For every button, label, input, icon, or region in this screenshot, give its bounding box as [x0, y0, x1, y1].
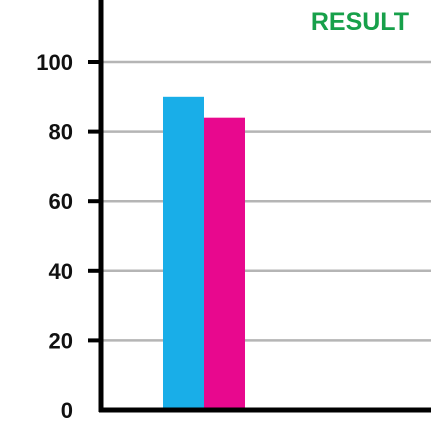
y-tick-label: 0: [61, 398, 73, 423]
y-tick-label: 60: [49, 189, 73, 214]
y-axis-ticks: 0 20 40 60 80 100: [36, 50, 101, 423]
y-tick-label: 20: [49, 328, 73, 353]
bar-series-2: [204, 117, 245, 411]
y-tick-label: 100: [36, 50, 73, 75]
gridlines: [101, 60, 431, 342]
y-tick-label: 80: [49, 120, 73, 145]
chart-title: RESULT: [311, 8, 409, 36]
bar-series-1: [163, 96, 204, 411]
bars: [163, 96, 245, 411]
y-tick-label: 40: [49, 259, 73, 284]
